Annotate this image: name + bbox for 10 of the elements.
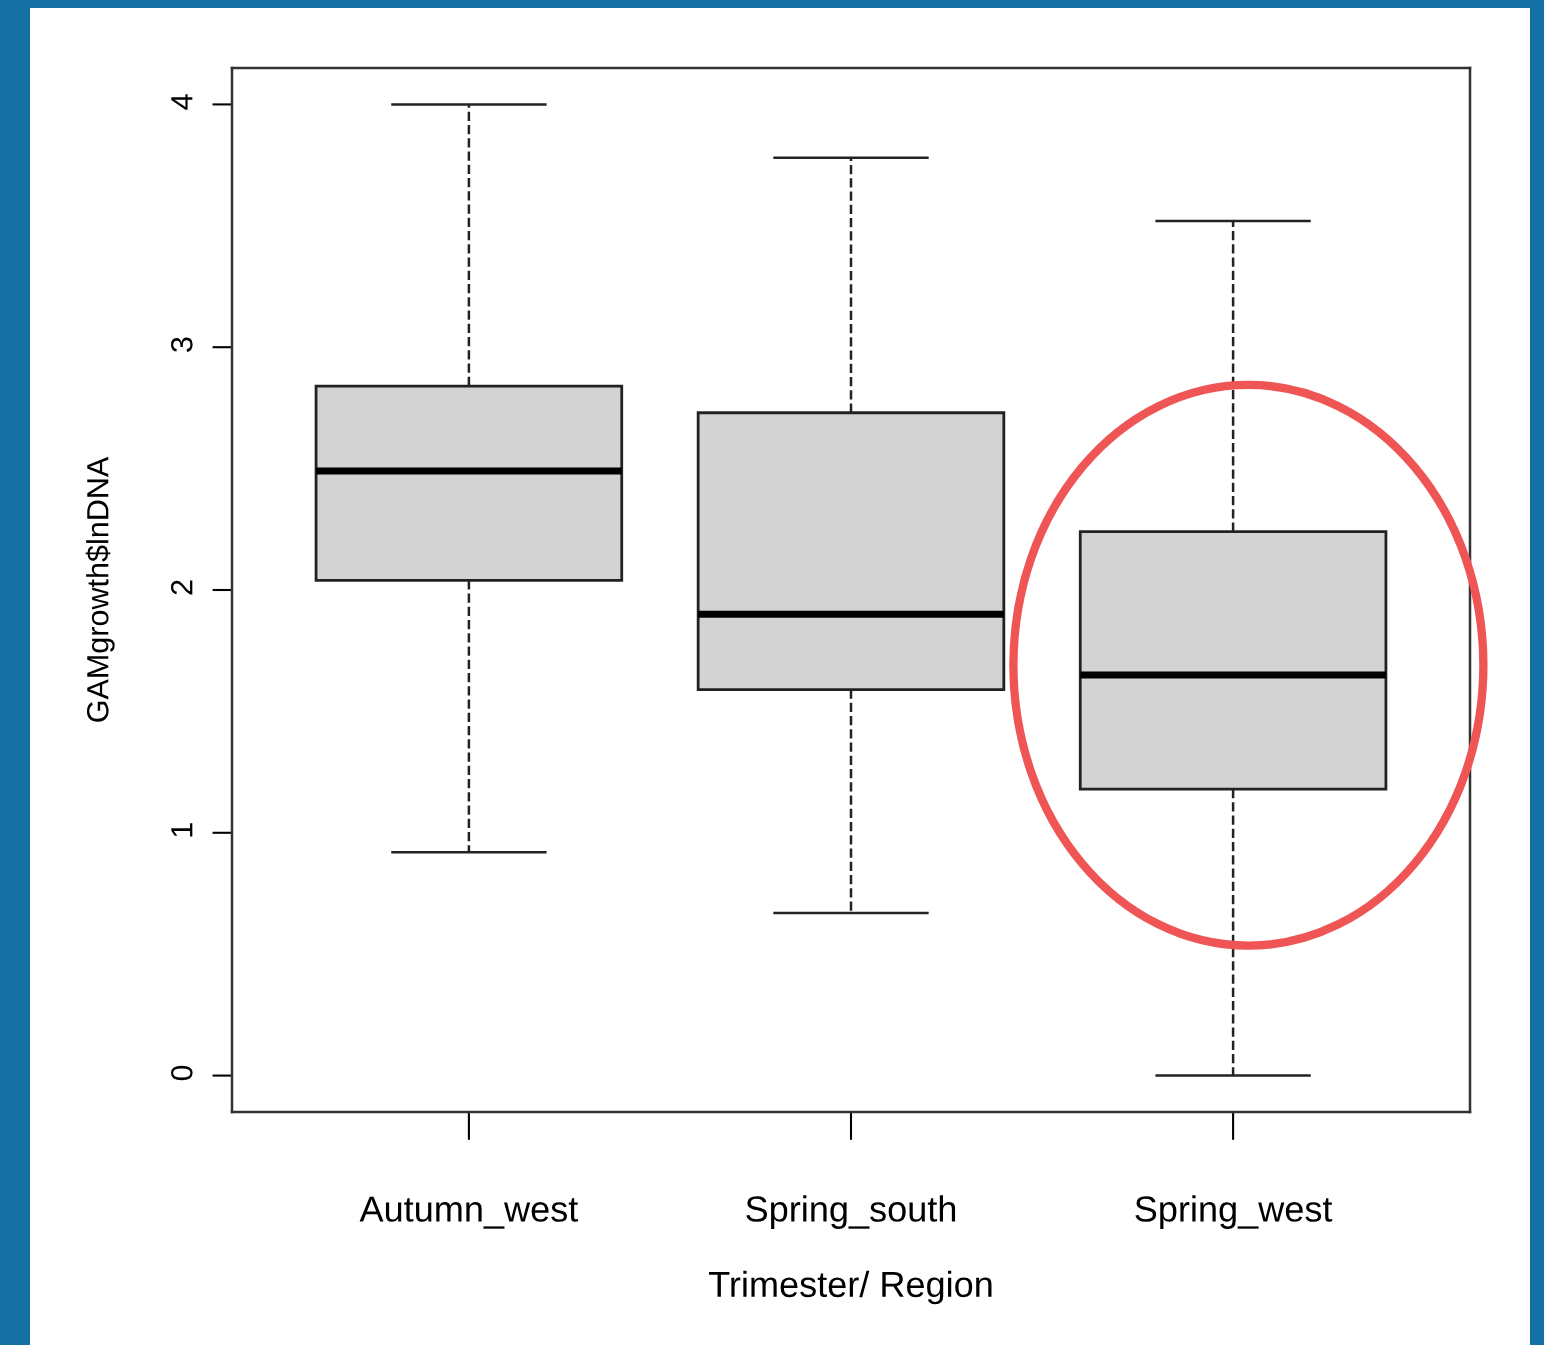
y-tick-label: 4 [171,94,193,110]
x-tick-label: Autumn_west [359,1196,579,1229]
y-axis-title: GAMgrowth$lnDNA [85,456,115,722]
x-axis-title: Trimester/ Region [709,1270,992,1305]
y-tick-label: 0 [170,1065,193,1081]
y-tick-label: 2 [170,580,193,595]
x-tick-label: Spring_south [746,1195,956,1229]
y-tick-label: 1 [171,823,193,837]
y-tick-label: 3 [170,337,193,352]
x-tick-label: Spring_west [1135,1195,1333,1229]
